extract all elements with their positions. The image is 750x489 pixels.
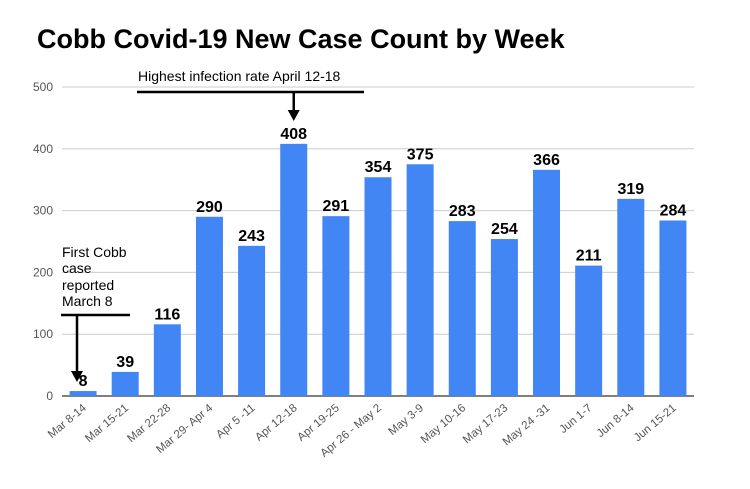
arrow-down-icon [287, 110, 300, 121]
data-label: 211 [576, 248, 602, 265]
x-tick-label: May 3-9 [387, 402, 427, 438]
x-tick-label: May 24 -31 [501, 402, 553, 448]
annotation-first-case-line: reported [62, 277, 114, 293]
bar [195, 216, 223, 396]
x-tick-label: May 10-16 [419, 402, 468, 446]
data-label: 366 [533, 152, 560, 169]
data-label: 319 [617, 181, 644, 198]
data-label: 254 [491, 221, 518, 238]
bar [659, 220, 687, 396]
data-label: 291 [323, 198, 350, 215]
data-label: 283 [449, 203, 476, 220]
y-tick-label: 300 [33, 204, 53, 218]
y-tick-label: 100 [33, 327, 53, 341]
bars [69, 143, 687, 396]
data-label: 8 [79, 373, 88, 390]
data-label: 243 [238, 228, 265, 245]
x-tick-label: Jun 8-14 [595, 402, 637, 440]
bar [153, 324, 181, 396]
x-tick-label: Apr 12-18 [253, 402, 299, 444]
chart-title: Cobb Covid-19 New Case Count by Week [37, 24, 565, 54]
data-label: 375 [407, 146, 434, 163]
x-tick-label: Apr 5 -11 [214, 402, 257, 441]
y-tick-label: 400 [33, 142, 53, 156]
x-tick-label: Jun 1-7 [557, 402, 594, 436]
annotation-highest-rate: Highest infection rate April 12-18 [138, 68, 341, 84]
annotation-first-case-line: First Cobb [62, 244, 127, 260]
arrow-down-icon [71, 371, 83, 382]
bar [617, 198, 645, 396]
bar [364, 177, 392, 396]
y-tick-label: 0 [46, 389, 53, 403]
bar [448, 221, 476, 396]
bar [69, 391, 97, 396]
data-label: 408 [280, 126, 307, 143]
x-tick-label: Jun 15-21 [632, 402, 679, 444]
data-label: 354 [365, 159, 392, 176]
bar [533, 169, 561, 396]
bar [238, 245, 266, 396]
data-label: 116 [154, 306, 180, 323]
data-label: 284 [660, 202, 687, 219]
x-tick-label: Mar 15-21 [83, 402, 131, 445]
y-axis-ticks: 0 100 200 300 400 500 [33, 80, 53, 403]
annotation-first-case-line: case [62, 260, 92, 276]
data-label: 290 [196, 199, 223, 216]
bar [322, 216, 350, 396]
bar [280, 143, 308, 396]
y-tick-label: 500 [33, 80, 53, 94]
bar [111, 371, 139, 396]
annotations: Highest infection rate April 12-18 First … [61, 68, 364, 382]
bar [575, 265, 603, 396]
annotation-first-case-line: March 8 [62, 293, 113, 309]
y-tick-label: 200 [33, 265, 53, 279]
data-labels: 8 39 116 290 243 408 291 354 375 283 254 366 211 319 2… [79, 126, 687, 390]
data-label: 39 [116, 354, 134, 371]
bar [490, 239, 518, 396]
bar [406, 164, 434, 396]
